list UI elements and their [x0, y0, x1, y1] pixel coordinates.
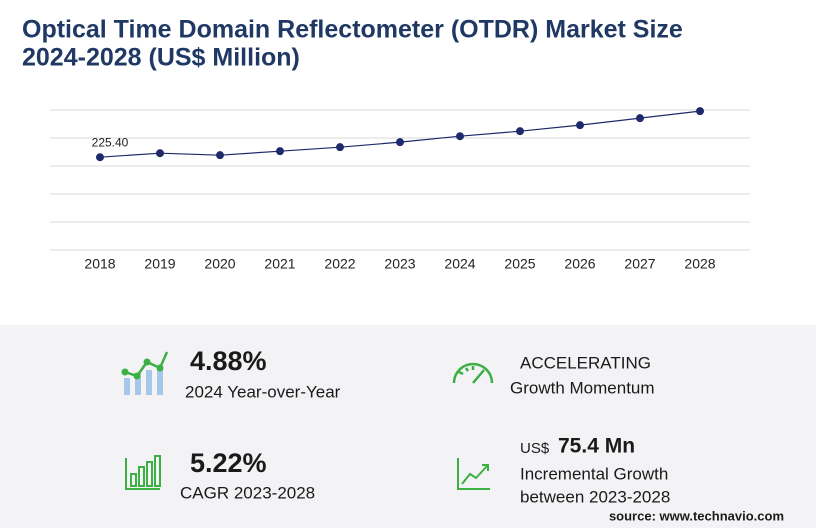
gauge-icon — [452, 362, 494, 384]
yoy-icon — [121, 351, 169, 395]
point — [216, 151, 224, 160]
chart-title: Optical Time Domain Reflectometer (OTDR)… — [22, 16, 683, 44]
point — [696, 107, 704, 116]
x-tick-label: 2018 — [84, 256, 115, 272]
point — [456, 132, 464, 141]
x-tick-label: 2027 — [624, 256, 655, 272]
point — [576, 121, 584, 130]
x-tick-label: 2026 — [564, 256, 595, 272]
stat-label: 2024 Year-over-Year — [185, 382, 341, 401]
stat-value: 75.4 Mn — [558, 435, 635, 458]
growth-icon — [457, 458, 490, 490]
line — [99, 110, 701, 158]
x-tick-label: 2028 — [684, 256, 715, 272]
stat-label: CAGR 2023-2028 — [180, 483, 315, 502]
x-tick-label: 2022 — [324, 256, 355, 272]
x-tick-label: 2019 — [144, 256, 175, 272]
x-tick-label: 2025 — [504, 256, 535, 272]
chart-subtitle: 2024-2028 (US$ Million) — [22, 44, 300, 72]
stat-value: 5.22% — [190, 448, 267, 478]
x-tick-label: 2020 — [204, 256, 235, 272]
x-tick-label: 2021 — [264, 256, 295, 272]
point — [336, 143, 344, 152]
stat-label: between 2023-2028 — [520, 487, 670, 506]
point — [96, 153, 104, 162]
stat-label: Incremental Growth — [520, 464, 668, 483]
stat-label: Growth Momentum — [510, 378, 655, 397]
point — [156, 149, 164, 158]
stat-value: ACCELERATING — [520, 353, 651, 372]
source: source: www.technavio.com — [609, 508, 784, 523]
point — [396, 138, 404, 147]
x-tick-label: 2024 — [444, 256, 475, 272]
x-tick-label: 2023 — [384, 256, 415, 272]
stats-panel — [0, 325, 816, 528]
point — [516, 127, 524, 136]
stat-currency: US$ — [520, 440, 550, 457]
cagr-icon — [125, 455, 161, 490]
data-label: 225.40 — [92, 135, 129, 149]
point — [276, 147, 284, 156]
point — [636, 114, 644, 123]
stat-value: 4.88% — [190, 346, 267, 376]
